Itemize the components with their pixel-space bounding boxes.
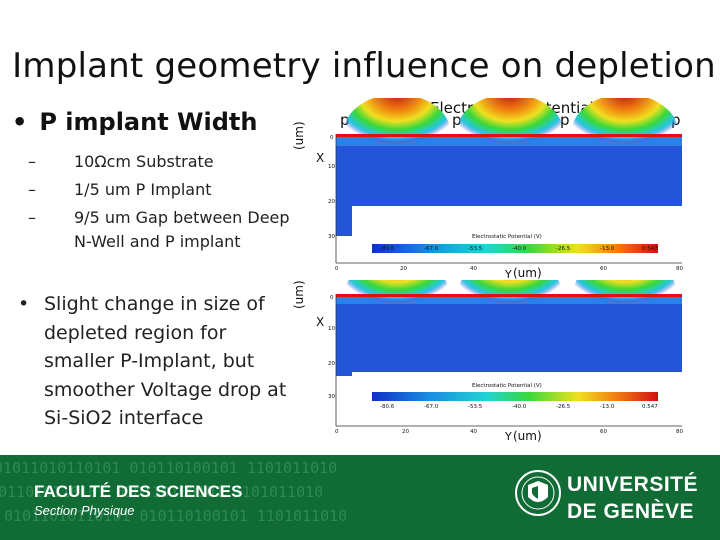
university-name-line1: UNIVERSITÉ bbox=[567, 473, 699, 496]
region-label-p: p bbox=[452, 111, 462, 129]
colorbar-tick: -80.6 bbox=[380, 404, 395, 410]
binary-pattern-decoration: 01011010110101 010110100101 1101011010 0… bbox=[0, 459, 347, 525]
x-tick: 0 bbox=[330, 295, 334, 301]
region-label-p: p bbox=[560, 111, 570, 129]
colorbar-tick: -26.5 bbox=[556, 246, 571, 252]
dash: – bbox=[28, 152, 36, 171]
bullet-p-implant-width: • P implant Width bbox=[12, 108, 257, 136]
sub-bullet-text: 9/5 um Gap between Deep bbox=[74, 208, 290, 227]
y-tick: 0 bbox=[335, 429, 339, 435]
colorbar bbox=[372, 392, 658, 401]
unit-label: (um) bbox=[513, 429, 542, 443]
bullet-line: Si-SiO2 interface bbox=[44, 407, 204, 429]
bullet-text: P implant Width bbox=[39, 108, 258, 136]
potential-plot-large-implant: X Y Electrostatic Potential (V) -80.6 -6… bbox=[316, 98, 683, 280]
colorbar-tick: -67.0 bbox=[424, 246, 439, 252]
colorbar-tick: -53.5 bbox=[468, 246, 483, 252]
slide-title: Implant geometry influence on depletion bbox=[12, 46, 716, 86]
surface-line bbox=[336, 294, 682, 297]
n-well-region bbox=[573, 280, 677, 332]
y-tick: 80 bbox=[676, 429, 683, 435]
bullet-line: smaller P-Implant, but bbox=[44, 350, 255, 372]
y-tick: 80 bbox=[676, 266, 683, 272]
colorbar-title: Electrostatic Potential (V) bbox=[472, 383, 542, 389]
n-well-region bbox=[345, 280, 449, 332]
sub-bullet-p-implant: – 1/5 um P Implant bbox=[28, 176, 290, 204]
colorbar-tick: -26.5 bbox=[556, 404, 571, 410]
bullet-dot: • bbox=[18, 293, 30, 315]
x-tick: 20 bbox=[328, 361, 335, 367]
y-tick: 0 bbox=[335, 266, 339, 272]
y-tick: 60 bbox=[600, 429, 607, 435]
x-tick: 0 bbox=[330, 135, 334, 141]
x-tick: 10 bbox=[328, 326, 335, 332]
university-seal-icon bbox=[515, 470, 561, 516]
x-axis-label: X bbox=[316, 315, 324, 329]
colorbar-tick: -67.0 bbox=[424, 404, 439, 410]
y-tick: 40 bbox=[470, 266, 477, 272]
colorbar-tick: -80.6 bbox=[380, 246, 395, 252]
bullet-line: depleted region for bbox=[44, 321, 227, 344]
unit-label: (um) bbox=[513, 266, 542, 280]
y-axis-label: Y bbox=[504, 268, 512, 280]
binary-digits: 01011010110101 010110100101 1101011010 bbox=[0, 459, 337, 477]
colorbar-tick: -13.0 bbox=[600, 246, 615, 252]
sub-bullet-text: N-Well and P implant bbox=[74, 232, 241, 251]
y-axis-label: Y bbox=[504, 430, 512, 442]
sub-bullet-gap: – 9/5 um Gap between Deep bbox=[28, 204, 290, 232]
bullet-slight-change: • Slight change in size of depleted regi… bbox=[18, 290, 316, 433]
colorbar-tick: -53.5 bbox=[468, 404, 483, 410]
sub-bullet-text: 1/5 um P Implant bbox=[74, 180, 212, 199]
colorbar-tick: -40.0 bbox=[512, 246, 527, 252]
colorbar bbox=[372, 244, 658, 253]
y-tick: 40 bbox=[470, 429, 477, 435]
colorbar-tick: -13.0 bbox=[600, 404, 615, 410]
sub-bullet-substrate: – 10Ωcm Substrate bbox=[28, 148, 290, 176]
colorbar-tick: -40.0 bbox=[512, 404, 527, 410]
footer-banner: 01011010110101 010110100101 1101011010 0… bbox=[0, 455, 720, 540]
bullet-dot: • bbox=[12, 108, 28, 136]
binary-digits: 01011010110101 010110100101 1101011010 bbox=[4, 507, 347, 525]
dash: – bbox=[28, 180, 36, 199]
potential-plot-small-implant: X Y Electrostatic Potential (V) -80.6 -6… bbox=[316, 280, 683, 442]
x-tick: 30 bbox=[328, 394, 335, 400]
dash: – bbox=[28, 208, 36, 227]
x-axis-label: X bbox=[316, 151, 324, 165]
y-tick: 20 bbox=[402, 429, 409, 435]
x-tick: 30 bbox=[328, 234, 335, 240]
x-tick: 10 bbox=[328, 164, 335, 170]
binary-digits: 01011010110101 010110100101 1101011010 bbox=[0, 483, 323, 501]
region-label-p: p bbox=[671, 111, 681, 129]
y-tick: 20 bbox=[400, 266, 407, 272]
section-name: Section Physique bbox=[34, 503, 135, 518]
n-well-region bbox=[458, 280, 562, 332]
sub-bullet-text: 10Ωcm Substrate bbox=[74, 152, 214, 171]
colorbar-title: Electrostatic Potential (V) bbox=[472, 234, 542, 240]
colorbar-tick: 0.547 bbox=[642, 404, 658, 410]
bullet-text-block: Slight change in size of depleted region… bbox=[18, 290, 316, 433]
y-tick: 60 bbox=[600, 266, 607, 272]
x-tick: 20 bbox=[328, 199, 335, 205]
colorbar-tick: 0.547 bbox=[642, 246, 658, 252]
faculty-name: FACULTÉ DES SCIENCES bbox=[34, 482, 243, 501]
sub-bullet-gap-continued: N-Well and P implant bbox=[28, 232, 290, 252]
region-label-p: p bbox=[340, 111, 350, 129]
bullet-line: smoother Voltage drop at bbox=[44, 378, 287, 401]
bullet-line: Slight change in size of bbox=[44, 293, 265, 315]
surface-line bbox=[336, 134, 682, 137]
sub-bullet-list: – 10Ωcm Substrate – 1/5 um P Implant – 9/5 … bbox=[28, 148, 290, 252]
university-name-line2: DE GENÈVE bbox=[567, 500, 695, 523]
